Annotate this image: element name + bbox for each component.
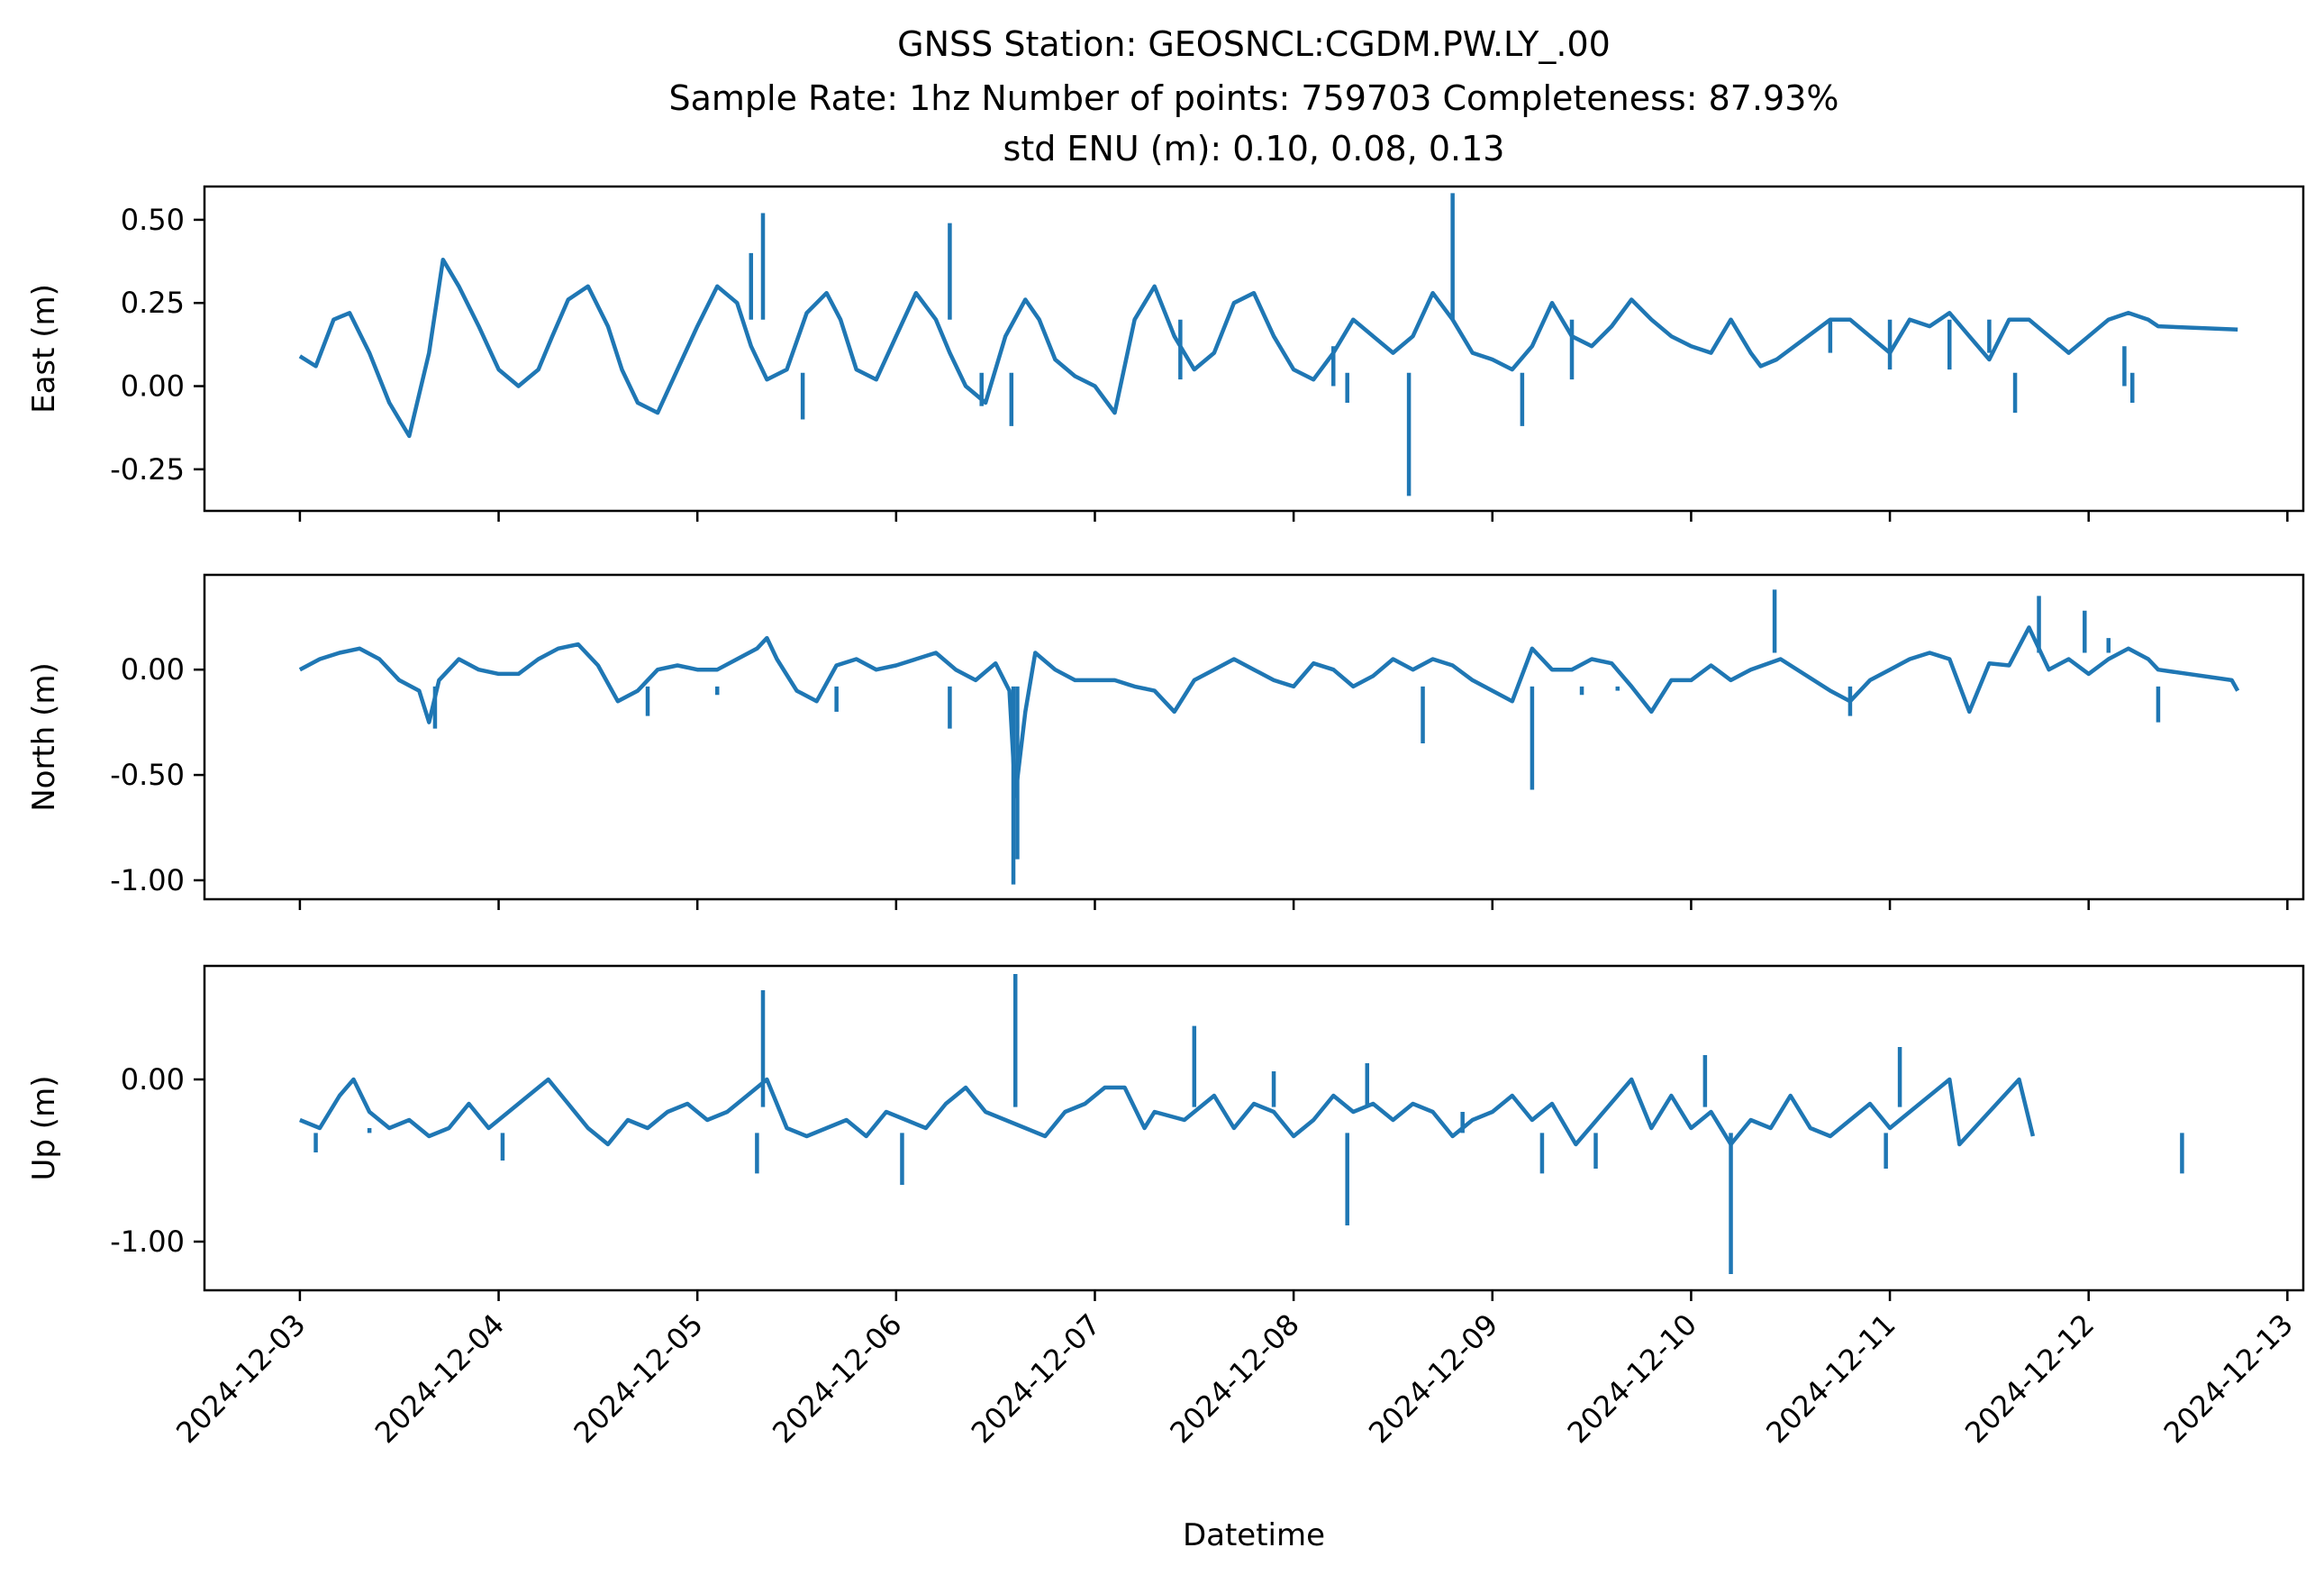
east-axes-frame	[203, 185, 2305, 513]
up-axes-frame	[203, 964, 2305, 1292]
north-y-tick-label: -0.50	[110, 758, 185, 792]
north-series-line	[298, 625, 2240, 798]
up-y-axis-label: Up (m)	[26, 1076, 62, 1181]
east-panel: -0.25 0.00 0.25 0.50 East (m)	[26, 185, 2305, 522]
north-panel: -1.00 -0.50 0.00 North (m)	[26, 573, 2305, 910]
north-y-tick-label: -1.00	[110, 863, 185, 897]
east-y-axis-label: East (m)	[26, 284, 62, 414]
title-sampling: Sample Rate: 1hz Number of points: 75970…	[669, 78, 1839, 118]
east-series-group	[298, 193, 2238, 496]
east-y-tick-label: 0.00	[121, 369, 185, 404]
east-series-line	[298, 257, 2238, 439]
north-y-tick-label: 0.00	[121, 652, 185, 687]
north-axes-frame	[203, 573, 2305, 901]
east-y-tick-label: 0.25	[121, 286, 185, 320]
up-y-tick-label: 0.00	[121, 1062, 185, 1097]
title-station: GNSS Station: GEOSNCL:CGDM.PW.LY_.00	[897, 24, 1611, 64]
east-y-tick-label: 0.50	[121, 203, 185, 237]
up-y-tick-label: -1.00	[110, 1224, 185, 1259]
north-series-group	[298, 589, 2240, 885]
north-y-axis-label: North (m)	[26, 662, 62, 812]
east-y-tick-label: -0.25	[110, 452, 185, 487]
up-series-group	[299, 974, 2184, 1274]
x-axis-label: Datetime	[1183, 1517, 1325, 1553]
title-std: std ENU (m): 0.10, 0.08, 0.13	[1003, 129, 1505, 168]
